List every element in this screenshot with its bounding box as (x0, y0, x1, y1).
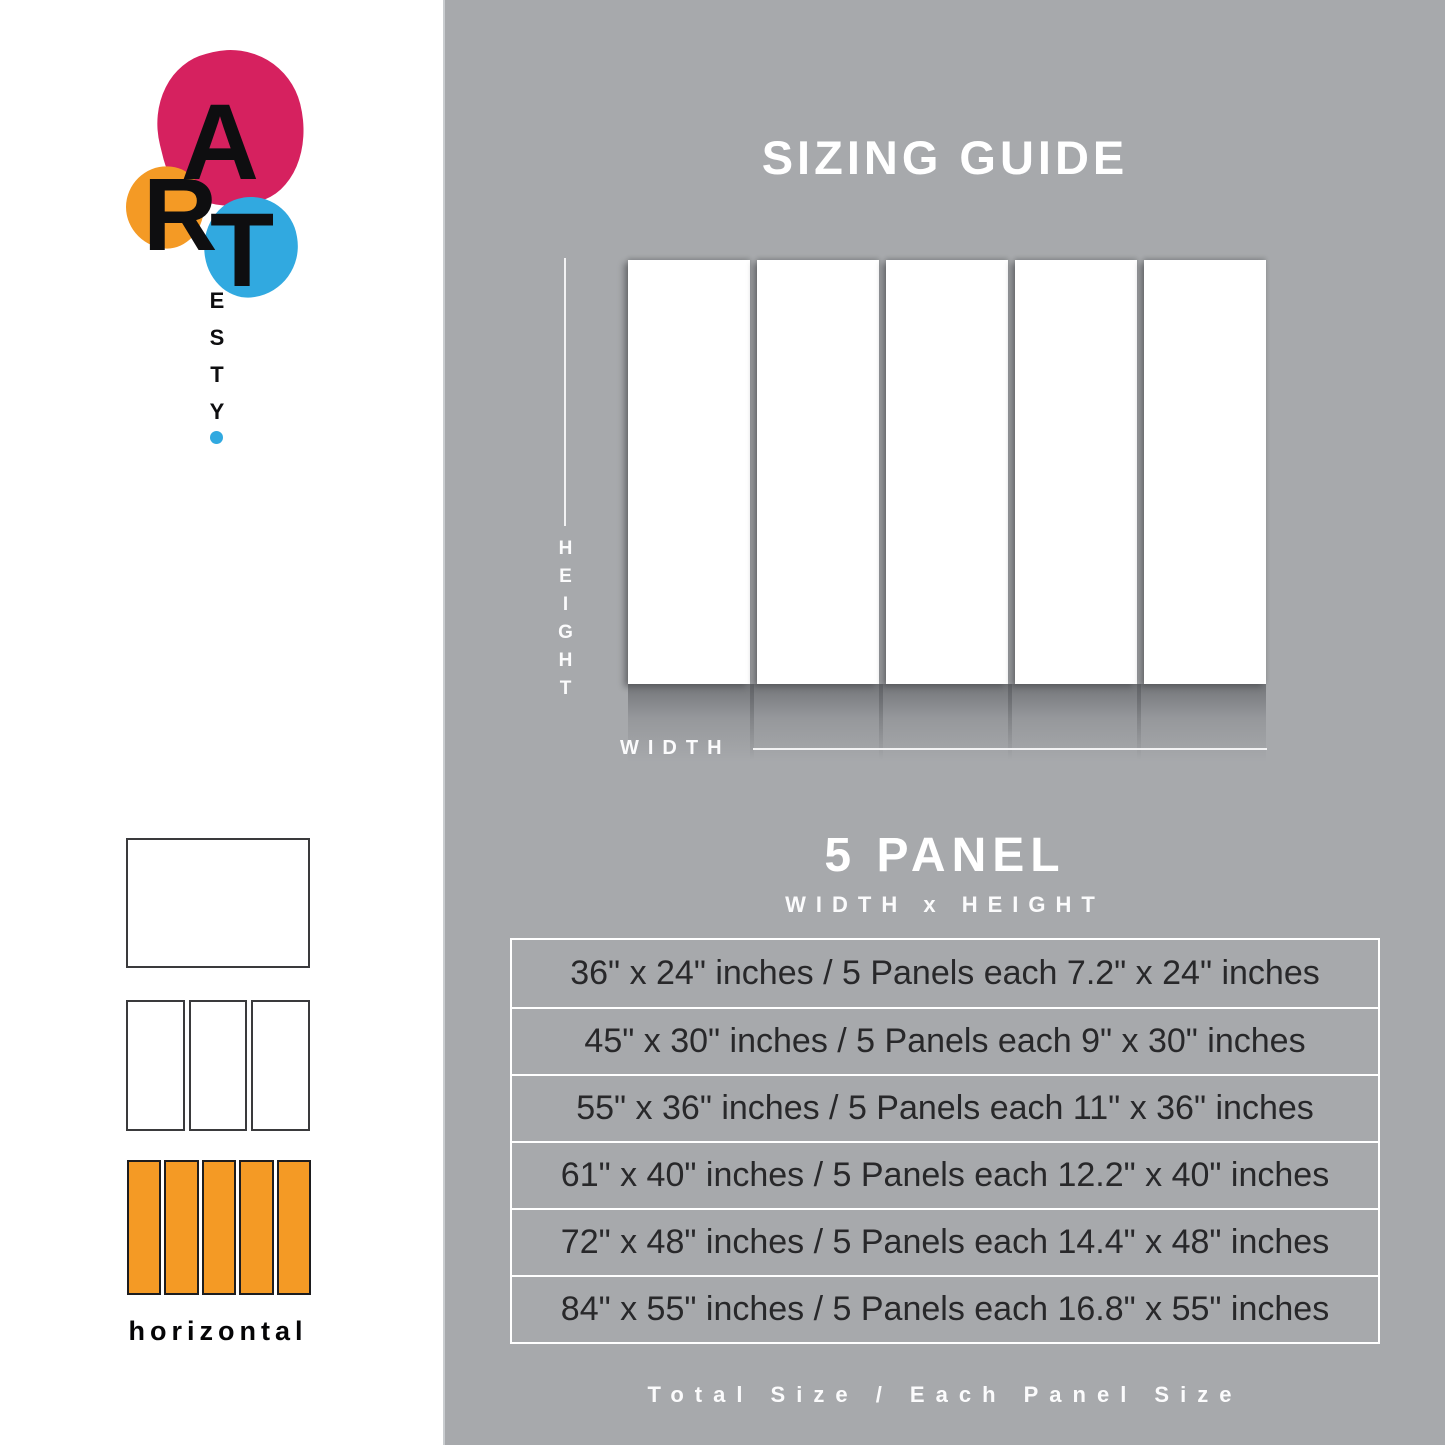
layout-thumb-three-panel (126, 1000, 311, 1131)
width-dimension-line (753, 748, 1267, 750)
table-row: 45" x 30" inches / 5 Panels each 9" x 30… (512, 1007, 1378, 1074)
logo-blue-dot-icon (210, 431, 223, 444)
diagram-panel-2 (757, 260, 879, 684)
column-divider (443, 0, 446, 1445)
diagram-panel-1 (628, 260, 750, 684)
table-row: 36" x 24" inches / 5 Panels each 7.2" x … (570, 954, 1320, 992)
table-row: 55" x 36" inches / 5 Panels each 11" x 3… (512, 1074, 1378, 1141)
logo-letter-t2: T (210, 362, 224, 387)
thumb-panel (188, 1000, 248, 1131)
thumb-panel-orange (239, 1160, 274, 1295)
thumb-panel (251, 1000, 311, 1131)
logo-letter-r: R (143, 157, 217, 272)
table-row: 72" x 48" inches / 5 Panels each 14.4" x… (512, 1208, 1378, 1275)
width-label: WIDTH (620, 737, 731, 759)
thumb-panel-orange (201, 1160, 237, 1295)
page-title: SIZING GUIDE (761, 131, 1129, 184)
size-table: 36" x 24" inches / 5 Panels each 7.2" x … (510, 938, 1380, 1344)
artesty-logo: A R T E S T Y (0, 0, 445, 480)
logo-letter-e: E (209, 288, 225, 313)
thumb-panel-orange (164, 1160, 199, 1295)
table-row: 84" x 55" inches / 5 Panels each 16.8" x… (512, 1275, 1378, 1342)
thumb-panel-orange (276, 1160, 312, 1295)
logo-letter-s: S (209, 325, 225, 350)
logo-letter-a: A (181, 81, 259, 202)
diagram-panel-3 (886, 260, 1008, 684)
layout-thumb-single-panel (126, 838, 310, 968)
layout-thumb-five-panel-selected (127, 1160, 312, 1295)
left-column: A R T E S T Y horizontal (0, 0, 445, 1445)
diagram-panel-4 (1015, 260, 1137, 684)
logo-letter-t: T (210, 192, 274, 309)
table-row: 61" x 40" inches / 5 Panels each 12.2" x… (512, 1141, 1378, 1208)
table-legend: Total Size / Each Panel Size (647, 1382, 1243, 1407)
diagram-shadow-stripes (628, 684, 1266, 759)
orientation-label: horizontal (128, 1316, 308, 1346)
dimension-order-note: WIDTH x HEIGHT (785, 892, 1105, 917)
five-panel-diagram (628, 260, 1266, 684)
height-label: HEIGHT (555, 538, 576, 706)
logo-letter-y: Y (209, 399, 225, 424)
height-dimension-line (564, 258, 566, 526)
thumb-panel-orange (127, 1160, 162, 1295)
diagram-panel-5 (1144, 260, 1266, 684)
panel-count-heading: 5 PANEL (824, 829, 1066, 882)
thumb-panel (126, 1000, 185, 1131)
logo-vertical-letters: E S T Y (194, 290, 240, 423)
